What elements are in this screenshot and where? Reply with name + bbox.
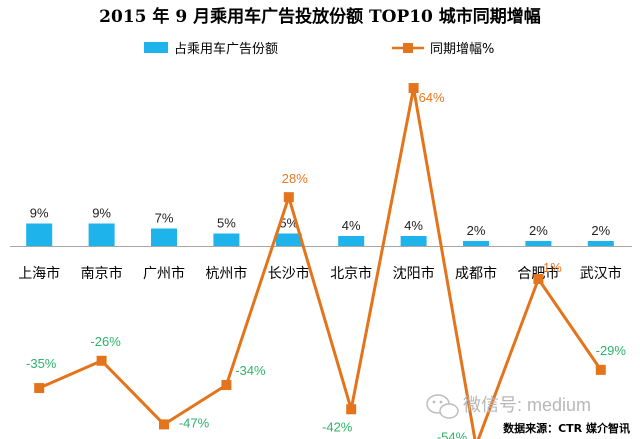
line-value-label: 28% bbox=[282, 171, 308, 186]
watermark: 微信号: medium bbox=[426, 394, 591, 419]
category-label: 上海市 bbox=[18, 265, 60, 282]
legend: 占乘用车广告份额 同期增幅% bbox=[144, 41, 494, 57]
watermark-text: 微信号: medium bbox=[463, 395, 591, 415]
line-point bbox=[221, 380, 232, 391]
bar-value-label: 2% bbox=[467, 223, 486, 238]
line-point bbox=[595, 364, 606, 375]
line-point bbox=[346, 404, 357, 415]
bar bbox=[88, 223, 115, 246]
line-point bbox=[408, 83, 419, 94]
legend-line-label: 同期增幅% bbox=[430, 42, 494, 57]
bar bbox=[26, 223, 53, 246]
bar-value-label: 9% bbox=[30, 206, 49, 221]
line-value-label: -34% bbox=[235, 363, 266, 378]
category-label: 武汉市 bbox=[580, 265, 622, 282]
category-label: 南京市 bbox=[81, 265, 123, 282]
bar-value-label: 2% bbox=[591, 223, 610, 238]
growth-line bbox=[38, 86, 603, 439]
line-point bbox=[533, 273, 544, 284]
bar bbox=[213, 233, 240, 246]
source-note: 数据来源：CTR 媒介智讯 bbox=[503, 421, 630, 435]
line-value-label: -47% bbox=[179, 415, 210, 430]
category-label: 北京市 bbox=[330, 265, 372, 282]
bar-value-label: 4% bbox=[342, 218, 361, 233]
bar bbox=[525, 241, 552, 246]
category-label: 成都市 bbox=[455, 265, 497, 282]
line-point bbox=[283, 192, 294, 203]
line-point bbox=[96, 355, 107, 366]
legend-line-marker bbox=[403, 43, 413, 53]
category-labels: 上海市 南京市 广州市 杭州市 长沙市 北京市 沈阳市 成都市 合肥市 武汉市 bbox=[18, 265, 622, 282]
chart-title: 2015 年 9 月乘用车广告投放份额 TOP10 城市同期增幅 bbox=[99, 6, 541, 27]
bar-value-labels: 9% 9% 7% 5% 5% 4% 4% 2% 2% 2% bbox=[30, 206, 611, 239]
line-point bbox=[34, 383, 45, 394]
bar bbox=[587, 241, 614, 246]
category-label: 沈阳市 bbox=[393, 265, 435, 282]
bar bbox=[275, 233, 302, 246]
line-value-label: -29% bbox=[596, 343, 627, 358]
bar bbox=[463, 241, 489, 246]
legend-bar-swatch bbox=[144, 42, 168, 53]
line-value-label: -54% bbox=[437, 430, 468, 439]
bar-value-label: 4% bbox=[404, 218, 423, 233]
bar-series bbox=[26, 223, 614, 246]
line-value-labels: -35% -26% -47% -34% 28% -42% 64% -54% 1% -29% bbox=[26, 90, 626, 439]
line-value-label: -42% bbox=[322, 419, 353, 434]
legend-bar-label: 占乘用车广告份额 bbox=[174, 41, 278, 57]
line-value-label: -26% bbox=[90, 334, 121, 349]
line-value-label: 64% bbox=[419, 90, 445, 105]
bar-value-label: 2% bbox=[529, 223, 548, 238]
line-point bbox=[159, 419, 169, 430]
bar-value-label: 9% bbox=[92, 206, 111, 221]
bar bbox=[400, 236, 427, 246]
line-value-label: -35% bbox=[26, 356, 57, 371]
wechat-icon bbox=[426, 394, 459, 419]
bar-value-label: 5% bbox=[217, 216, 236, 231]
category-label: 广州市 bbox=[143, 265, 185, 282]
line-series bbox=[34, 83, 606, 439]
bar bbox=[338, 236, 365, 246]
category-label: 杭州市 bbox=[205, 265, 247, 282]
bar bbox=[151, 228, 177, 246]
bar-value-label: 7% bbox=[155, 211, 174, 226]
line-value-label: 1% bbox=[543, 260, 562, 275]
category-label: 合肥市 bbox=[517, 265, 559, 282]
category-label: 长沙市 bbox=[268, 265, 310, 282]
